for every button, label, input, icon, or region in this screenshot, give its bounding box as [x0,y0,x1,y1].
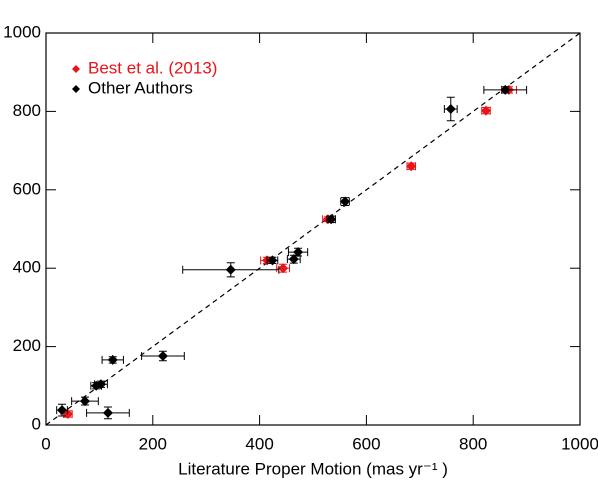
legend-label: Other Authors [88,78,193,97]
x-tick-label: 800 [459,434,487,453]
y-tick-label: 1000 [3,22,41,41]
point [406,161,417,172]
point [107,354,118,365]
x-tick-label: 200 [139,434,167,453]
point [267,255,278,266]
point [57,405,68,416]
point [102,407,113,418]
point [157,351,168,362]
reference-line [45,32,581,426]
y-tick-label: 400 [13,258,41,277]
y-tick-label: 0 [32,414,41,433]
point [96,379,107,390]
point [445,104,456,115]
x-tick-label: 400 [245,434,273,453]
point [288,254,299,265]
point [225,264,236,275]
y-tick-label: 800 [13,101,41,120]
point [293,247,304,258]
error-bar [101,355,124,364]
y-tick-label: 200 [13,336,41,355]
legend-label: Best et al. (2013) [88,58,217,77]
legend-marker [72,65,80,73]
y-tick-label: 600 [13,179,41,198]
point [278,263,289,274]
x-tick-label: 600 [352,434,380,453]
point [62,409,73,420]
point [79,396,90,407]
point [500,84,511,95]
x-tick-label: 1000 [561,434,598,453]
legend-marker [72,85,80,93]
point [481,105,492,116]
plot-frame [45,32,581,426]
x-tick-label: 0 [41,434,50,453]
point [326,214,337,225]
point [340,196,351,207]
x-axis-label: Literature Proper Motion (mas yr⁻¹ ) [178,459,448,478]
